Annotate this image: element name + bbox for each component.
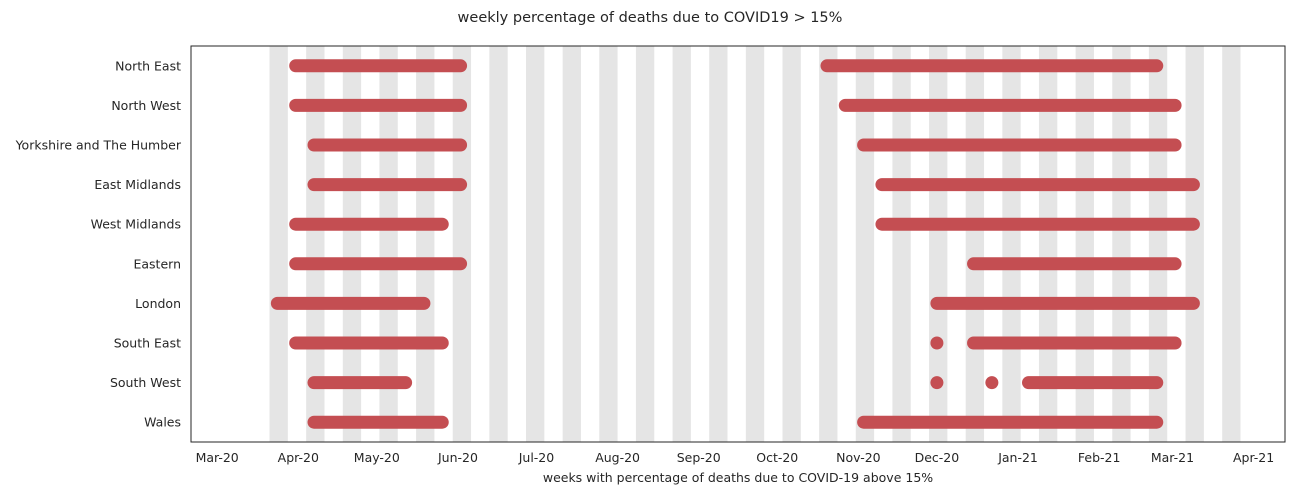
x-tick-label: Apr-21 <box>1233 450 1274 465</box>
y-tick-label: West Midlands <box>91 217 181 232</box>
y-tick-label: South East <box>114 336 181 351</box>
shaded-week-10 <box>635 46 655 442</box>
shaded-week-15 <box>819 46 838 442</box>
x-tick-label: Feb-21 <box>1078 450 1121 465</box>
chart-title: weekly percentage of deaths due to COVID… <box>458 10 843 26</box>
shaded-week-9 <box>599 46 618 442</box>
x-tick-label: Dec-20 <box>915 450 960 465</box>
x-tick-label: Nov-20 <box>836 450 881 465</box>
x-tick-label: Mar-20 <box>196 450 239 465</box>
shaded-week-13 <box>745 46 765 442</box>
x-axis-label: weeks with percentage of deaths due to C… <box>543 470 933 485</box>
x-tick-label: Jan-21 <box>997 450 1038 465</box>
timeline-bars <box>270 59 1200 429</box>
y-tick-label: Wales <box>144 415 181 430</box>
shaded-week-12 <box>709 46 728 442</box>
shaded-week-0 <box>269 46 288 442</box>
y-tick-label: London <box>135 296 181 311</box>
y-tick-labels: North East North West Yorkshire and The Hu… <box>15 58 182 429</box>
point-south-east-1 <box>930 336 944 350</box>
shaded-week-7 <box>526 46 545 442</box>
x-tick-label: May-20 <box>354 450 400 465</box>
shaded-week-11 <box>672 46 691 442</box>
x-tick-labels: Mar-20 Apr-20 May-20 Jun-20 Jul-20 Aug-20 Sep-… <box>196 450 1275 465</box>
plot-frame <box>190 45 1286 443</box>
x-tick-label: Oct-20 <box>756 450 798 465</box>
x-tick-label: Sep-20 <box>677 450 721 465</box>
y-tick-label: South West <box>110 375 181 390</box>
shaded-week-14 <box>782 46 801 442</box>
x-tick-label: Aug-20 <box>595 450 640 465</box>
shaded-week-6 <box>489 46 508 442</box>
y-tick-label: East Midlands <box>94 177 181 192</box>
shaded-week-26 <box>1222 46 1241 442</box>
x-tick-label: Jul-20 <box>518 450 555 465</box>
point-south-west-1 <box>930 376 944 390</box>
point-south-west-2 <box>985 376 999 390</box>
x-tick-label: Apr-20 <box>278 450 319 465</box>
shaded-week-25 <box>1185 46 1204 442</box>
x-tick-label: Jun-20 <box>437 450 478 465</box>
y-tick-label: North East <box>115 58 181 73</box>
y-tick-label: Eastern <box>133 256 181 271</box>
y-tick-label: North West <box>111 98 181 113</box>
x-tick-label: Mar-21 <box>1151 450 1194 465</box>
y-tick-label: Yorkshire and The Humber <box>15 138 182 153</box>
shaded-week-8 <box>562 46 581 442</box>
